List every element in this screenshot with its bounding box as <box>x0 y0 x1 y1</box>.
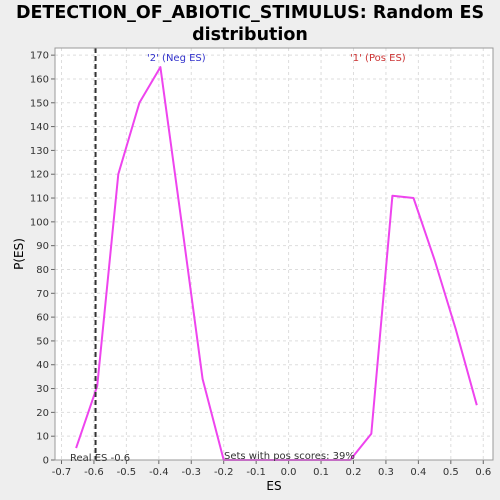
x-tick-label: -0.2 <box>214 467 234 478</box>
y-tick-label: 160 <box>30 74 49 85</box>
y-tick-label: 80 <box>36 265 49 276</box>
x-tick-label: 0.0 <box>281 467 297 478</box>
plot-area <box>55 48 493 460</box>
y-axis-title: P(ES) <box>12 238 26 270</box>
y-tick-label: 150 <box>30 98 49 109</box>
plot-frame <box>54 47 494 461</box>
y-tick-label: 100 <box>30 217 49 228</box>
chart-title: DETECTION_OF_ABIOTIC_STIMULUS: Random ES… <box>0 2 500 46</box>
x-tick-label: -0.3 <box>182 467 202 478</box>
x-tick-label: 0.6 <box>475 467 491 478</box>
y-tick-label: 0 <box>43 456 49 467</box>
x-tick-label: -0.7 <box>52 467 72 478</box>
x-axis-ticks: -0.7 -0.6 -0.5 -0.4 -0.3 -0.2 -0.1 0.0 0.1 0.2 0.3… <box>52 460 491 478</box>
real-es-label: Real ES -0.6 <box>70 453 130 464</box>
y-tick-label: 90 <box>36 241 49 252</box>
neg-es-label: '2' (Neg ES) <box>147 53 206 64</box>
x-tick-label: 0.1 <box>313 467 329 478</box>
x-tick-label: 0.3 <box>378 467 394 478</box>
pos-es-label: '1' (Pos ES) <box>350 53 406 64</box>
x-axis-title: ES <box>266 479 281 493</box>
x-tick-label: 0.2 <box>346 467 362 478</box>
x-tick-label: -0.5 <box>117 467 137 478</box>
y-tick-label: 110 <box>30 194 49 205</box>
y-tick-label: 50 <box>36 336 49 347</box>
y-tick-label: 20 <box>36 408 49 419</box>
x-tick-label: -0.1 <box>246 467 266 478</box>
y-axis-ticks: 0 10 20 30 40 50 60 70 80 90 100 110 120 130 140 150 160… <box>30 51 55 467</box>
chart-title-line-1: DETECTION_OF_ABIOTIC_STIMULUS: Random ES <box>15 3 485 23</box>
x-tick-label: -0.4 <box>149 467 169 478</box>
y-tick-label: 170 <box>30 51 49 62</box>
y-tick-label: 140 <box>30 122 49 133</box>
y-tick-label: 120 <box>30 170 49 181</box>
chart-title-line-2: distribution <box>192 25 308 45</box>
x-tick-label: 0.5 <box>443 467 459 478</box>
grid <box>55 48 493 461</box>
y-tick-label: 30 <box>36 384 49 395</box>
y-tick-label: 60 <box>36 313 49 324</box>
y-tick-label: 10 <box>36 432 49 443</box>
x-tick-label: -0.6 <box>84 467 104 478</box>
x-tick-label: 0.4 <box>410 467 426 478</box>
pos-scores-label: Sets with pos scores: 39% <box>224 451 355 462</box>
y-tick-label: 40 <box>36 360 49 371</box>
y-tick-label: 70 <box>36 289 49 300</box>
y-tick-label: 130 <box>30 146 49 157</box>
